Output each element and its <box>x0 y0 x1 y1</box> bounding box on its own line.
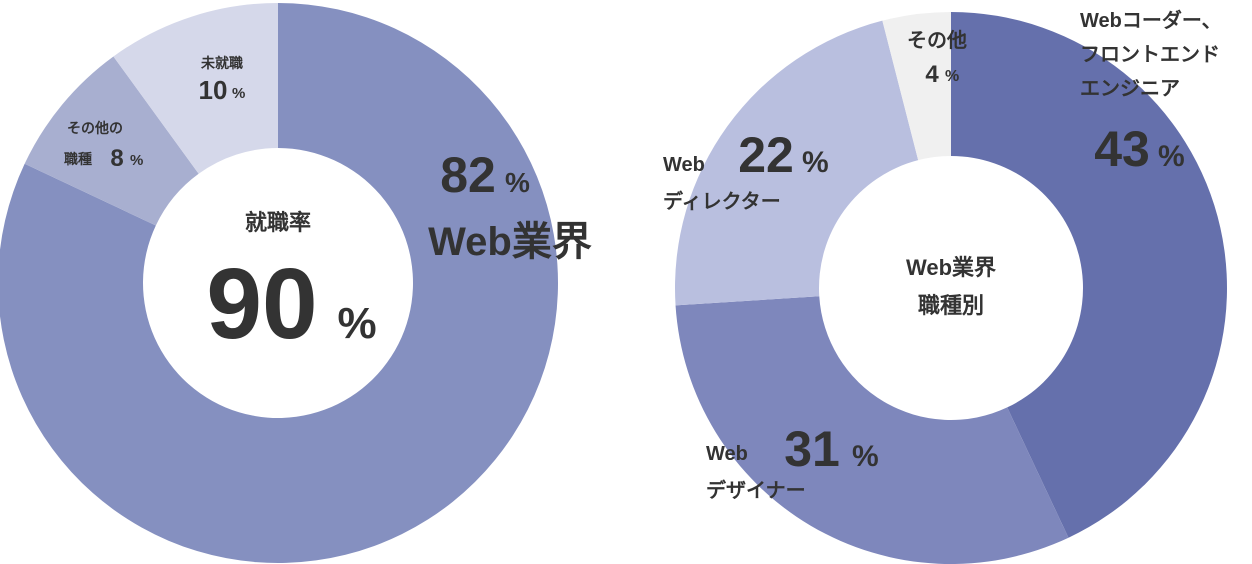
slice-label-designer-1: Web <box>706 443 748 465</box>
employment-rate-donut <box>0 3 558 563</box>
slice-label-director-1: Web <box>663 154 705 176</box>
slice-label-other-name-1: その他の <box>67 120 123 136</box>
right-slice-1 <box>675 296 1069 564</box>
slice-label-none-unit: % <box>232 85 245 102</box>
slice-label-coder-3: エンジニア <box>1080 78 1180 100</box>
slice-label-other-name: その他 <box>907 28 967 52</box>
right-slice-2 <box>675 20 919 306</box>
slice-label-web-name: Web業界 <box>428 220 592 264</box>
right-slice-0 <box>951 12 1228 538</box>
slice-label-coder-2: フロントエンド <box>1080 44 1220 66</box>
left-slice-2 <box>113 3 278 174</box>
center-label: 就職率 <box>245 210 311 235</box>
slice-label-coder-unit: % <box>1158 140 1185 173</box>
slice-label-designer-unit: % <box>852 440 879 473</box>
job-type-donut <box>675 12 1228 564</box>
slice-label-none-name: 未就職 <box>201 55 243 71</box>
slice-label-coder-1: Webコーダー、 <box>1080 8 1222 32</box>
right-center-label-1: Web業界 <box>906 255 996 280</box>
slice-label-director-unit: % <box>802 146 829 179</box>
slice-label-designer-value: 31 <box>784 421 840 477</box>
slice-label-other-unit: % <box>945 68 959 85</box>
slice-label-director-value: 22 <box>738 127 794 183</box>
left-slice-0 <box>0 3 558 563</box>
left-slice-1 <box>24 56 199 226</box>
slice-label-web-unit: % <box>505 167 530 198</box>
center-value: 90 <box>206 248 317 360</box>
slice-label-director-2: ディレクター <box>663 189 781 213</box>
slice-label-designer-2: デザイナー <box>706 478 806 502</box>
center-unit: % <box>337 299 376 348</box>
slice-label-other-value: 4 <box>925 61 939 88</box>
right-center-label-2: 職種別 <box>918 293 984 318</box>
slice-label-other-name-2: 職種 <box>64 151 92 167</box>
slice-label-web-value: 82 <box>440 147 496 203</box>
slice-label-other-unit: % <box>130 152 143 169</box>
slice-label-coder-value: 43 <box>1094 121 1150 177</box>
slice-label-none-value: 10 <box>199 75 228 105</box>
right-slice-3 <box>882 12 951 161</box>
slice-label-other-value: 8 <box>110 145 123 172</box>
